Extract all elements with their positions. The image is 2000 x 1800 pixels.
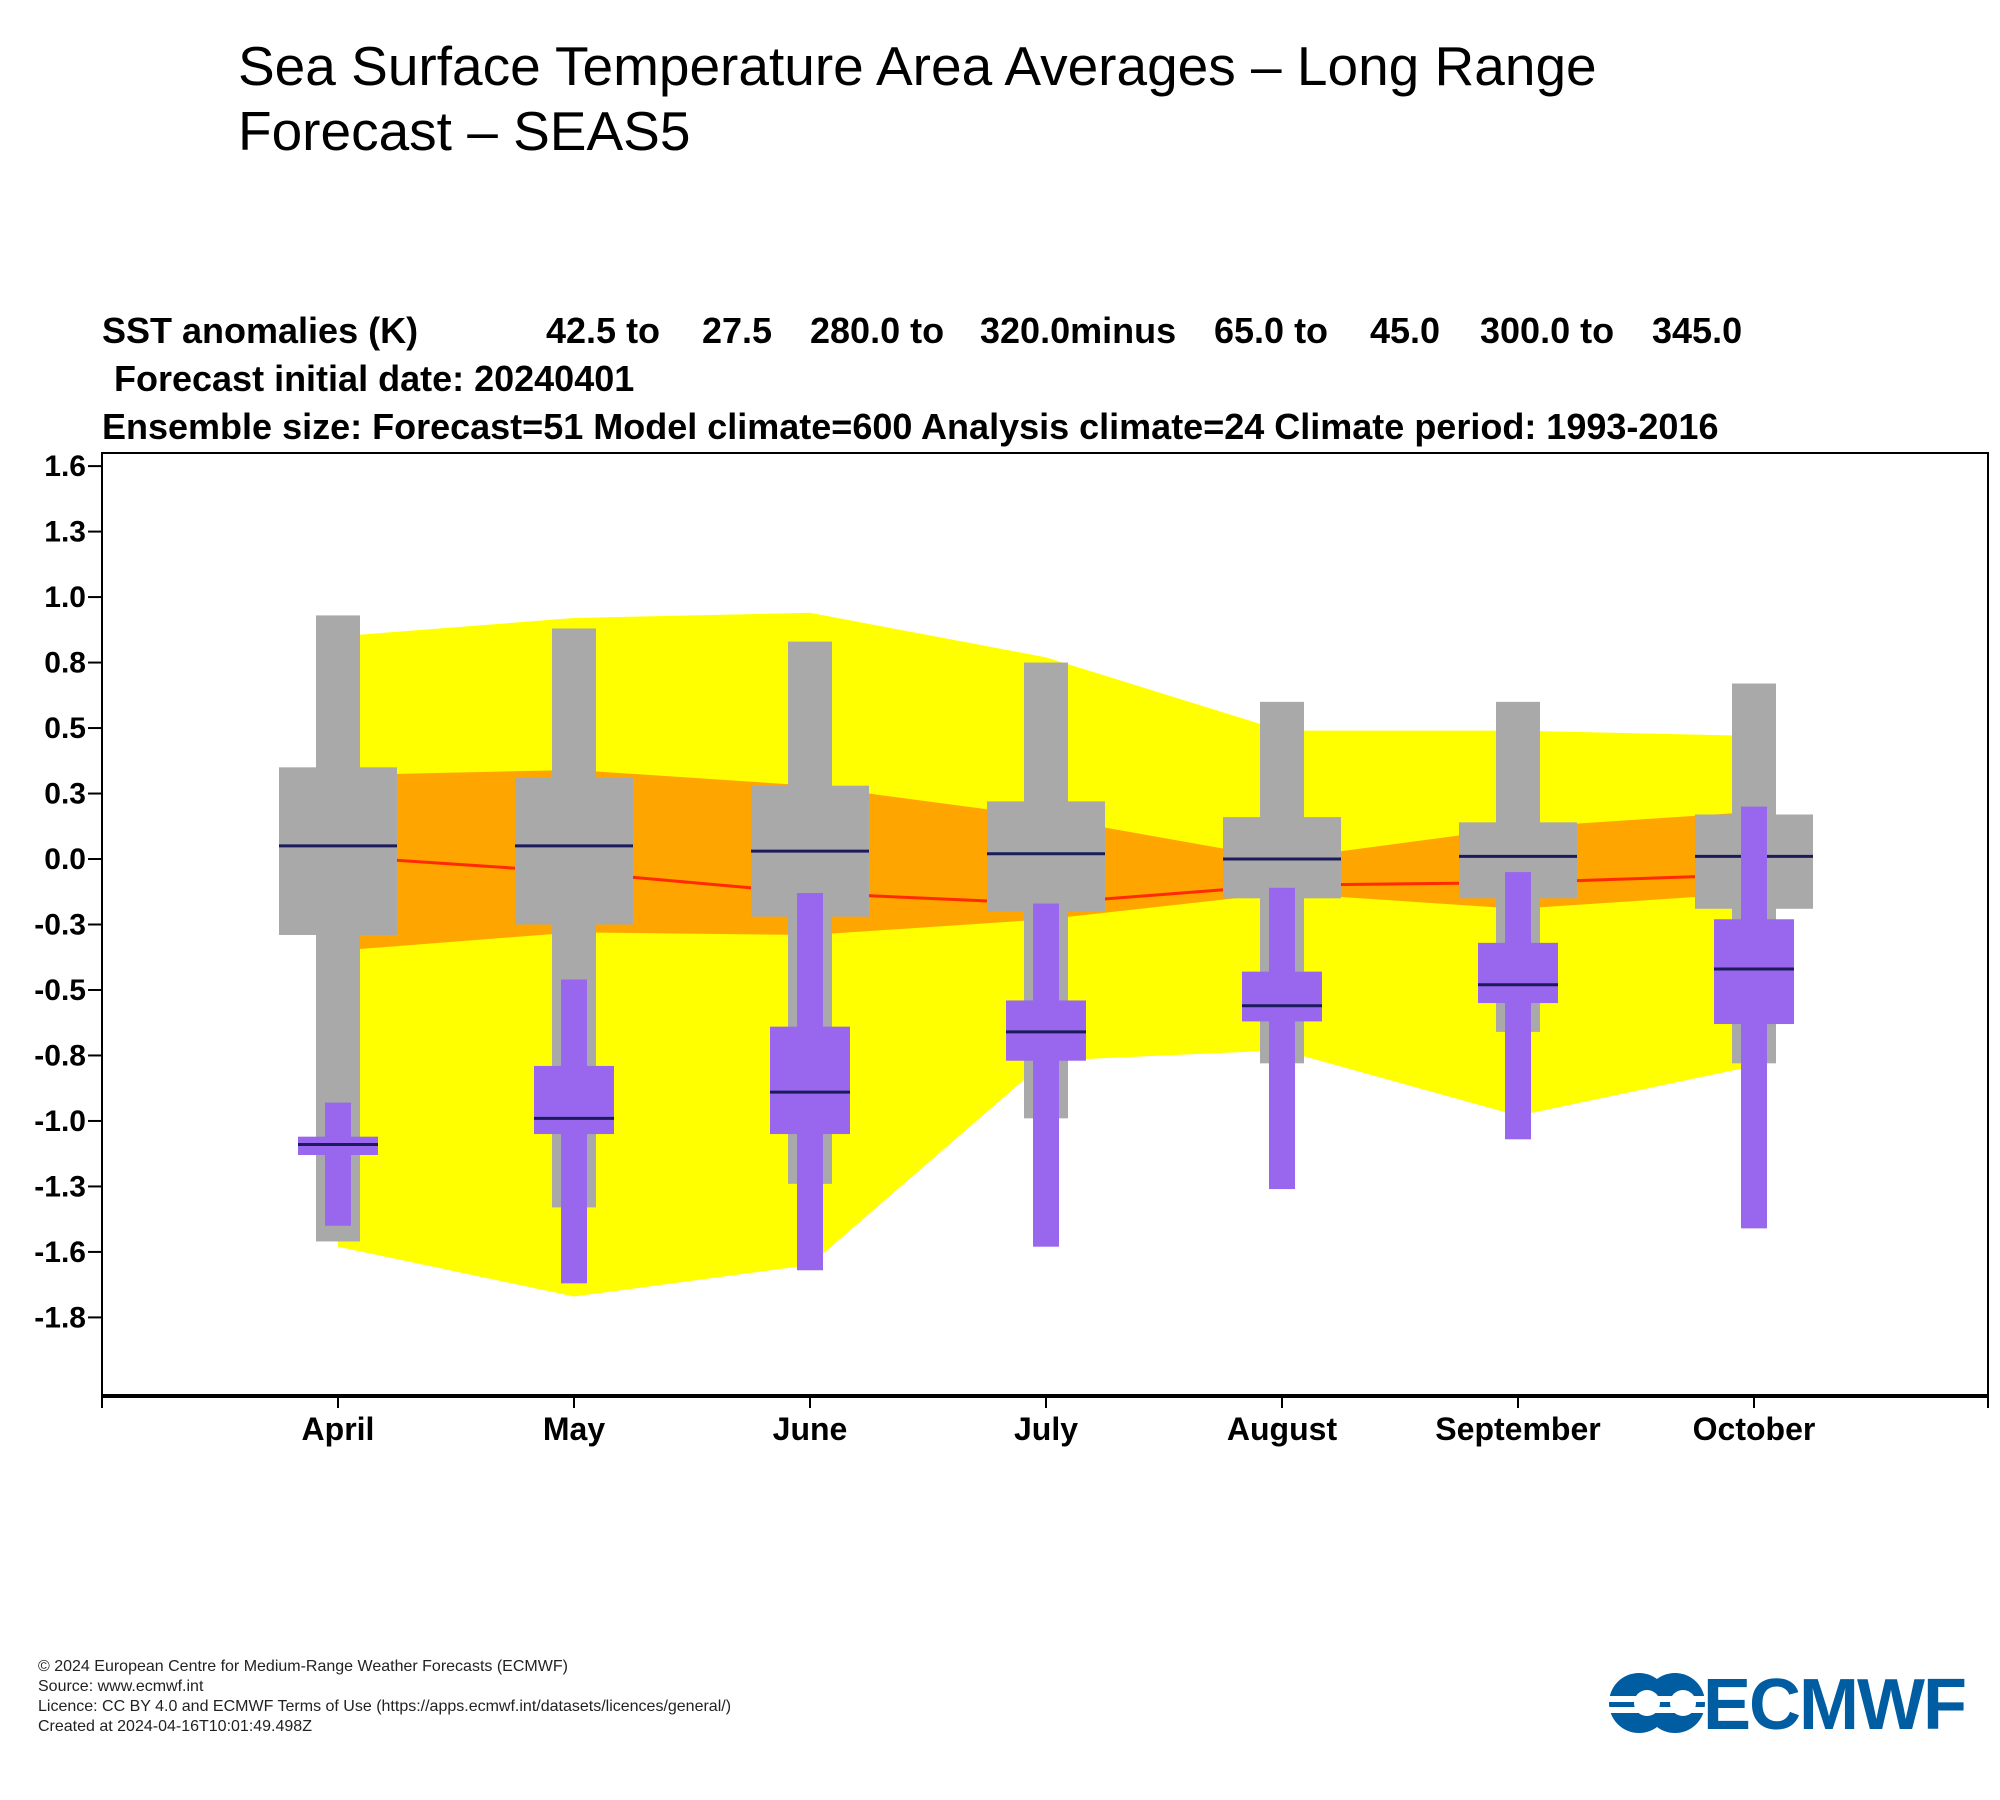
y-tick-label: -1.6 [34, 1236, 86, 1269]
x-tick-label: October [1693, 1411, 1816, 1447]
header-minus-lon-to: 345.0 [1652, 310, 1742, 351]
y-tick-label: -1.3 [34, 1170, 86, 1203]
y-tick-label: -1.8 [34, 1301, 86, 1334]
ecmwf-wave-logo-icon [1605, 1673, 1705, 1733]
footer-created: Created at 2024-04-16T10:01:49.498Z [38, 1718, 312, 1735]
analysis-whisker [1505, 872, 1531, 1140]
y-tick-label: -0.3 [34, 909, 86, 942]
header-lat-to: 27.5 [702, 310, 772, 351]
y-tick-label: 0.5 [44, 712, 86, 745]
x-tick-label: August [1227, 1411, 1338, 1447]
footer-licence: Licence: CC BY 4.0 and ECMWF Terms of Us… [38, 1698, 732, 1715]
forecast-box [515, 777, 633, 925]
header-lon-from: 280.0 to [810, 310, 944, 351]
plot-area: 1.6 1.3 1.0 0.8 0.5 0.3 0.0 -0.3 -0.5 -0.8 -1.0 -1.… [34, 450, 1989, 1447]
x-tick-label: May [543, 1411, 605, 1447]
header-minus-lat-from: 65.0 to [1214, 310, 1328, 351]
y-tick-label: 0.0 [44, 843, 86, 876]
analysis-box [1478, 942, 1558, 1004]
analysis-box [534, 1065, 614, 1135]
page-title: Sea Surface Temperature Area Averages – … [238, 35, 1597, 162]
footer-source: Source: www.ecmwf.int [38, 1678, 204, 1695]
y-tick-label: 0.8 [44, 647, 86, 680]
footer: © 2024 European Centre for Medium-Range … [38, 1657, 731, 1737]
y-tick-label: 1.0 [44, 581, 86, 614]
x-tick-label: June [773, 1411, 848, 1447]
x-tick-label: September [1435, 1411, 1600, 1447]
ecmwf-logo: ECMWF [1605, 1665, 1967, 1743]
analysis-whisker [1033, 903, 1059, 1247]
y-tick-label: 1.3 [44, 516, 86, 549]
y-tick-label: -0.5 [34, 974, 86, 1007]
header-label: SST anomalies (K) [102, 310, 418, 351]
x-tick-label: April [302, 1411, 375, 1447]
analysis-whisker [1269, 887, 1295, 1190]
logo-text: ECMWF [1703, 1665, 1965, 1743]
y-tick-label: -1.0 [34, 1105, 86, 1138]
analysis-box [1714, 919, 1794, 1025]
sst-box-chart: SST anomalies (K) 42.5 to 27.5 280.0 to … [34, 310, 1989, 1447]
forecast-box [987, 801, 1105, 912]
header-minus-lon-from: 300.0 to [1480, 310, 1614, 351]
analysis-box [1242, 971, 1322, 1022]
forecast-box [279, 767, 397, 935]
footer-copyright: © 2024 European Centre for Medium-Range … [38, 1658, 568, 1675]
y-tick-label: 0.3 [44, 778, 86, 811]
x-tick-label: July [1014, 1411, 1078, 1447]
header-lon-to: 320.0minus [980, 310, 1176, 351]
analysis-box [770, 1026, 850, 1135]
y-tick-label: -0.8 [34, 1039, 86, 1072]
analysis-whisker [325, 1102, 351, 1226]
y-tick-label: 1.6 [44, 450, 86, 483]
header-initial-date: Forecast initial date: 20240401 [114, 358, 634, 399]
header-ensemble-size: Ensemble size: Forecast=51 Model climate… [102, 406, 1718, 447]
header-minus-lat-to: 45.0 [1370, 310, 1440, 351]
header-lat-from: 42.5 to [546, 310, 660, 351]
